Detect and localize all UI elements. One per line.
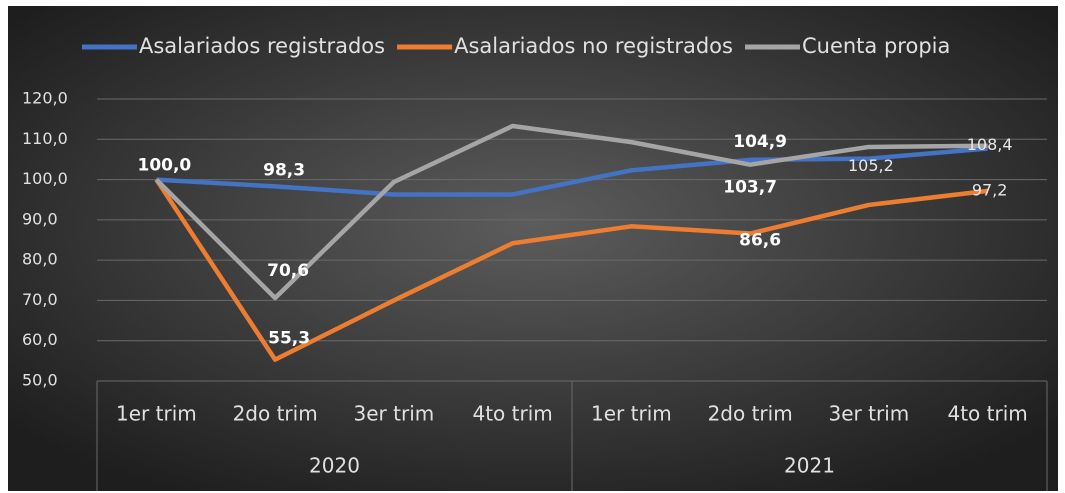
- x-tick-label: 4to trim: [947, 402, 1027, 426]
- x-tick-label: 3er trim: [354, 402, 435, 426]
- x-tick-label: 2do trim: [708, 402, 793, 426]
- y-tick-label: 60,0: [22, 330, 58, 349]
- group-label: 2021: [784, 454, 835, 478]
- data-label: 105,2: [848, 156, 894, 175]
- data-label: 108,4: [967, 135, 1013, 154]
- x-tick-label: 3er trim: [829, 402, 910, 426]
- x-tick-label: 1er trim: [116, 402, 197, 426]
- y-tick-label: 80,0: [22, 250, 58, 269]
- legend-label: Asalariados registrados: [139, 34, 385, 58]
- y-tick-label: 120,0: [22, 89, 68, 108]
- data-label: 104,9: [733, 132, 787, 152]
- data-label: 100,0: [137, 156, 191, 176]
- data-label: 86,6: [739, 231, 781, 251]
- y-tick-label: 100,0: [22, 169, 68, 188]
- legend-label: Asalariados no registrados: [454, 34, 733, 58]
- x-tick-label: 1er trim: [591, 402, 672, 426]
- y-tick-label: 90,0: [22, 209, 58, 228]
- data-label: 55,3: [268, 329, 310, 349]
- data-label: 97,2: [972, 180, 1008, 199]
- group-label: 2020: [309, 454, 360, 478]
- series-line: [156, 146, 988, 197]
- data-label: 103,7: [723, 178, 777, 198]
- x-tick-label: 4to trim: [472, 402, 552, 426]
- series-line: [154, 123, 988, 301]
- data-label: 70,6: [267, 261, 309, 281]
- y-tick-label: 70,0: [22, 290, 58, 309]
- chart-background: [8, 6, 1058, 491]
- y-tick-label: 50,0: [22, 371, 58, 390]
- data-label: 98,3: [263, 160, 305, 180]
- series-line: [154, 178, 988, 362]
- x-tick-label: 2do trim: [233, 402, 318, 426]
- y-tick-label: 110,0: [22, 129, 68, 148]
- legend-label: Cuenta propia: [802, 34, 950, 58]
